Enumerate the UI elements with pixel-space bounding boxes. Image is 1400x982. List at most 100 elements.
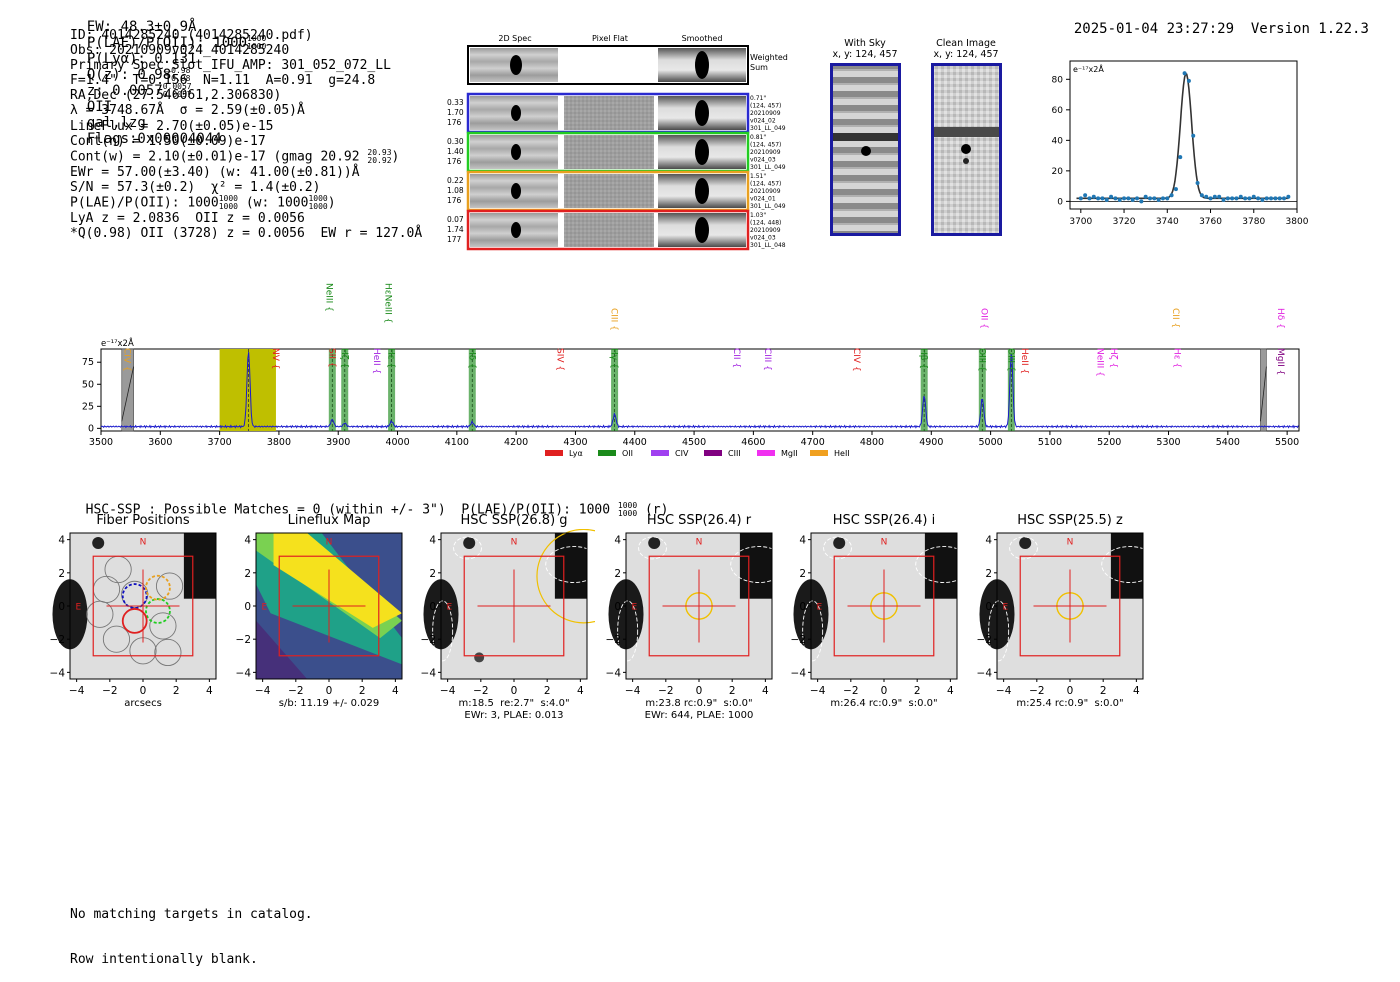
info-contn: Cont(n) = 1.50(±0.09)e-17 xyxy=(70,133,266,149)
image-star xyxy=(648,536,661,549)
spec-line-label: CIV { xyxy=(122,348,132,372)
header-qz-frac: 0.98 0.98 xyxy=(171,67,190,83)
info-gmag-frac: 20.93 20.92 xyxy=(367,148,391,165)
fit-data-point xyxy=(1104,197,1109,202)
full-spectrum-chart: e⁻¹⁷x2Å 3500 3600 3700 3800 3900 4000 4100 4200 4… xyxy=(82,283,1300,458)
aperture-ellipse xyxy=(545,546,595,583)
spec2d-row-right-value: 20210909 xyxy=(750,149,781,156)
spec-flux-line xyxy=(100,352,1299,429)
hsc-summary-text: HSC-SSP : Possible Matches = 0 (within +… xyxy=(85,502,611,518)
spec-line-label: CIII { xyxy=(762,348,772,371)
spec-ytick-label: 50 xyxy=(82,379,94,390)
spec2d-row-right-value: 1.51" xyxy=(750,173,766,180)
aperture-ellipse xyxy=(823,536,852,560)
spec-legend-swatch xyxy=(545,450,563,456)
panel-footer: m:26.4 rc:0.9" s:0.0" xyxy=(830,698,938,709)
info-contw-text: Cont(w) = 2.10(±0.01)e-17 (gmag 20.92 xyxy=(70,149,360,165)
fit-data-point xyxy=(1234,196,1239,201)
panel-xtick-label: 2 xyxy=(544,685,551,697)
info-plae-w-frac: 1000 1000 xyxy=(308,194,327,211)
panel-footer: arcsecs xyxy=(124,698,162,709)
fit-data-point xyxy=(1165,196,1170,201)
header-datetime: 2025-01-04 23:27:29 xyxy=(1073,21,1235,37)
spec-unit-label: e⁻¹⁷x2Å xyxy=(101,337,134,349)
image-dark-source xyxy=(739,533,772,599)
panel-ytick-label: 4 xyxy=(244,535,251,547)
spec2d-row-right-value: v024_03 xyxy=(750,235,776,242)
fit-data-point xyxy=(1096,196,1101,201)
fiber-position xyxy=(154,638,182,667)
panel-ytick-label: −4 xyxy=(977,667,993,679)
header-z-line: OII xyxy=(86,99,113,115)
fit-data-point xyxy=(1100,196,1105,201)
spec-line-label: CIV { xyxy=(851,348,861,372)
fit-data-point xyxy=(1286,194,1291,199)
fit-data-point xyxy=(1256,196,1261,201)
fit-data-point xyxy=(1221,197,1226,202)
spec-masked-region xyxy=(121,348,134,432)
fit-data-point xyxy=(1225,196,1230,201)
spec-xtick-label: 4400 xyxy=(623,437,647,448)
spec2d-row-left-value: 0.33 xyxy=(447,98,464,107)
spec-line-label: Hδ { xyxy=(466,348,476,369)
spec-line-label: CII { xyxy=(1170,308,1180,328)
spec2d-row-flat xyxy=(564,174,654,208)
fit-data-point xyxy=(1109,194,1114,199)
spec-xtick-label: 5400 xyxy=(1216,437,1240,448)
fiber-highlight xyxy=(121,608,148,634)
spec2d-row-right-value: 301_LL_049 xyxy=(750,203,786,210)
spec-legend-swatch xyxy=(704,450,722,456)
spec2d-row-right-value: (124, 448) xyxy=(750,220,781,227)
panel-ytick-label: 4 xyxy=(614,535,621,547)
spec-legend-swatch xyxy=(757,450,775,456)
cutout-images xyxy=(830,63,1002,236)
spec2d-row-flat xyxy=(564,96,654,130)
spec2d-weighted-row: Weighted Sum xyxy=(467,45,788,85)
hsc-plae-lo: 1000 xyxy=(617,509,638,518)
east-label: E xyxy=(261,602,267,612)
spec2d-row-source xyxy=(511,222,521,238)
panel-xtick-label: −4 xyxy=(996,685,1012,697)
fit-data-point xyxy=(1251,194,1256,199)
header-qz: Q(z): 0.98 xyxy=(86,67,172,83)
spec2d-row-left-value: 176 xyxy=(447,118,462,127)
east-label: E xyxy=(75,602,81,612)
spec-xtick-label: 4500 xyxy=(682,437,706,448)
hsc-plae-frac: 1000 1000 xyxy=(618,502,637,518)
panel-xtick-label: −4 xyxy=(810,685,826,697)
header-ew: EW: 48.3±0.9Å xyxy=(86,19,197,35)
spec2d-row-left-value: 177 xyxy=(447,235,462,244)
spec-masked-region xyxy=(1260,348,1267,432)
panel-xtick-label: 4 xyxy=(577,685,584,697)
panel-ytick-label: 2 xyxy=(614,568,621,580)
fit-data-point xyxy=(1264,196,1269,201)
panel-ytick-label: −4 xyxy=(791,667,807,679)
header-qz-hi: 0.98 xyxy=(171,66,191,75)
image-star xyxy=(1019,536,1032,549)
fit-data-point xyxy=(1083,193,1088,198)
cutout-sky-xy: x, y: 124, 457 xyxy=(832,49,898,60)
fit-ytick-label: 80 xyxy=(1052,75,1064,85)
panel-xtick-label: 4 xyxy=(947,685,954,697)
spec2d-row-right-value: v024_02 xyxy=(750,118,776,125)
spec-line-label: Hβ { xyxy=(918,348,928,369)
hsc-suffix: (r) xyxy=(644,502,669,518)
header-plae-lo: 1000 xyxy=(247,42,267,51)
panel-xtick-label: 0 xyxy=(881,685,888,697)
spec-line-label: HeII { xyxy=(1019,348,1029,374)
panel-ytick-label: 2 xyxy=(58,568,65,580)
panel-xtick-label: 2 xyxy=(359,685,366,697)
spec2d-row-right-value: 20210909 xyxy=(750,110,781,117)
panel-ytick-label: 0 xyxy=(429,601,436,613)
panel-footer: EWr: 644, PLAE: 1000 xyxy=(644,710,754,721)
spec2d-row-right-value: 301_LL_049 xyxy=(750,164,786,171)
fit-data-point xyxy=(1178,155,1183,160)
spec-line-label: Hε { xyxy=(386,348,396,368)
spec2d-row-left-value: 1.74 xyxy=(447,225,464,234)
spec-xtick-label: 4300 xyxy=(563,437,587,448)
spec2d-row-source xyxy=(511,105,521,121)
fit-data-point xyxy=(1282,196,1287,201)
spec-xtick-label: 5000 xyxy=(979,437,1003,448)
panel-ytick-label: 4 xyxy=(799,535,806,547)
spec-line-label: Hζ { xyxy=(1108,348,1118,368)
